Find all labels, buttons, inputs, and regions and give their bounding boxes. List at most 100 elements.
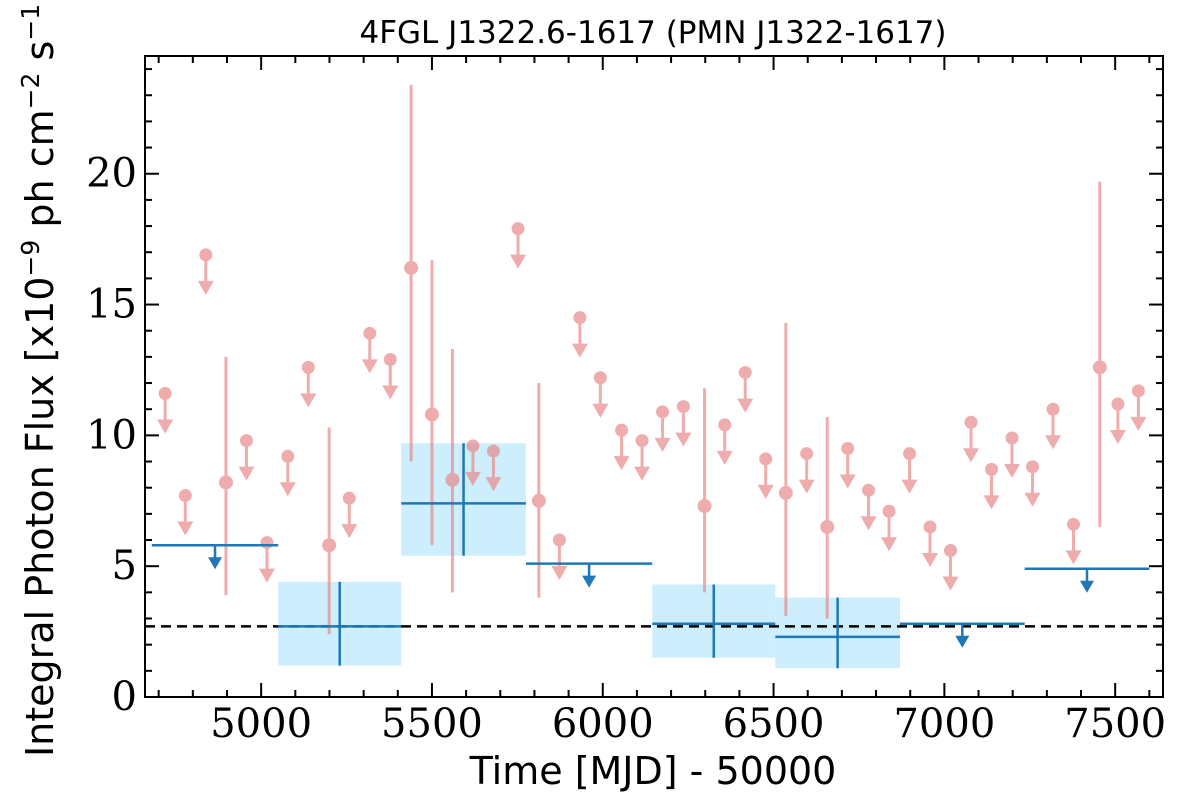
short-bin-upper-limit	[382, 352, 399, 400]
short-bin-upper-limit	[798, 447, 815, 494]
short-bin-upper-limit	[675, 400, 692, 447]
short-bin-upper-limit	[1004, 431, 1021, 478]
short-bin-ul-arrowhead	[860, 516, 877, 531]
y-tick-label: 20	[86, 151, 137, 197]
x-tick-label: 6000	[552, 701, 654, 747]
short-bin-upper-limit	[300, 360, 317, 408]
short-bin-ul-arrowhead	[279, 482, 296, 497]
short-bin-marker	[445, 472, 460, 487]
x-tick-label: 5500	[381, 701, 483, 747]
short-bin-ul-arrowhead	[571, 343, 588, 358]
short-bin-upper-limit	[1109, 397, 1126, 444]
short-bin-upper-limit	[1065, 517, 1082, 565]
short-bin-point	[697, 388, 712, 593]
short-bin-upper-limit	[571, 311, 588, 358]
short-bin-upper-limit	[1045, 402, 1062, 450]
short-bin-point	[778, 322, 793, 616]
short-bin-ul-arrowhead	[258, 568, 275, 583]
short-bin-ul-arrowhead	[922, 552, 939, 567]
short-bin-ul-arrowhead	[1109, 429, 1126, 444]
short-bin-ul-arrowhead	[551, 566, 568, 581]
short-bin-marker	[820, 519, 835, 534]
x-tick-label: 5000	[210, 701, 312, 747]
short-bin-ul-arrowhead	[798, 479, 815, 494]
short-bin-point	[424, 260, 439, 546]
short-bin-marker	[322, 538, 337, 553]
short-bin-ul-arrowhead	[1045, 435, 1062, 450]
chart-title: 4FGL J1322.6-1617 (PMN J1322-1617)	[359, 15, 946, 51]
short-bin-upper-limit	[485, 444, 502, 492]
long-bin-ul-arrowhead	[955, 635, 970, 648]
short-bin-ul-arrowhead	[592, 403, 609, 418]
y-tick-label: 0	[112, 674, 137, 720]
long-bin-ul-arrowhead	[582, 575, 597, 588]
long-bin-ul-arrowhead	[208, 557, 223, 570]
short-bin-upper-limit	[983, 462, 1000, 510]
short-bin-point	[1092, 181, 1107, 527]
short-bin-ul-arrowhead	[716, 450, 733, 465]
short-bin-ul-arrowhead	[341, 524, 358, 539]
short-bin-ul-arrowhead	[839, 474, 856, 489]
short-bin-ul-arrowhead	[1004, 463, 1021, 478]
short-bin-marker	[218, 475, 233, 490]
short-bin-marker	[424, 407, 439, 422]
short-bin-ul-arrowhead	[464, 471, 481, 486]
short-bin-upper-limit	[341, 491, 358, 539]
y-tick-label: 10	[86, 412, 137, 458]
plot-frame	[144, 55, 1164, 698]
x-tick-label: 7500	[1064, 701, 1166, 747]
axes: 5000 5500 6000 6500 7000 7500 0 5 10 15 20	[86, 55, 1166, 747]
x-tick-label: 7000	[893, 701, 995, 747]
short-bin-ul-arrowhead	[197, 280, 214, 295]
short-bin-upper-limit	[860, 483, 877, 531]
short-bin-ul-arrowhead	[963, 448, 980, 463]
short-bin-upper-limit	[737, 366, 754, 413]
short-bin-upper-limit	[634, 434, 651, 481]
short-bin-ul-arrowhead	[510, 254, 527, 269]
short-bin-ul-arrowhead	[1065, 550, 1082, 565]
x-tick-label: 6500	[723, 701, 825, 747]
short-bin-ul-arrowhead	[300, 393, 317, 408]
short-bin-upper-limit	[716, 418, 733, 465]
short-bin-ul-arrowhead	[737, 398, 754, 413]
short-bin-upper-limit	[922, 520, 939, 567]
short-bin-ul-arrowhead	[901, 479, 918, 494]
short-bin-ul-arrowhead	[613, 456, 630, 471]
short-bin-ul-arrowhead	[881, 537, 898, 552]
short-bin-marker	[778, 485, 793, 500]
short-bin-upper-limit	[757, 452, 774, 499]
y-axis-label: Integral Photon Flux [x10−9 ph cm−2 s−1]	[16, 0, 62, 757]
short-bin-point	[820, 417, 835, 619]
short-bin-upper-limit	[157, 387, 174, 434]
short-bin-upper-limit	[942, 543, 959, 591]
short-bin-upper-limit	[1130, 384, 1147, 431]
short-bin-point	[404, 84, 419, 462]
short-bin-upper-limit	[510, 222, 527, 269]
short-bin-ul-arrowhead	[177, 521, 194, 536]
short-bin-point	[322, 427, 337, 635]
short-bin-ul-arrowhead	[654, 437, 671, 452]
x-axis-label: Time [MJD] - 50000	[469, 749, 837, 793]
short-bin-marker	[531, 493, 546, 508]
y-tick-label: 15	[86, 282, 137, 328]
short-bin-upper-limit	[963, 415, 980, 463]
short-bin-ul-arrowhead	[1130, 416, 1147, 431]
short-bin-ul-arrowhead	[485, 477, 502, 492]
short-bin-upper-limit	[177, 489, 194, 536]
short-bin-ul-arrowhead	[361, 359, 378, 374]
short-bin-upper-limit	[238, 434, 255, 481]
short-bin-ul-arrowhead	[1024, 492, 1041, 507]
short-bin-upper-limit	[881, 504, 898, 552]
short-bin-upper-limit	[279, 449, 296, 497]
short-bin-upper-limit	[258, 536, 275, 583]
short-bin-upper-limit	[551, 533, 568, 581]
short-bin-upper-limit	[361, 326, 378, 374]
short-bin-upper-limit	[901, 447, 918, 494]
short-bin-point	[531, 383, 546, 598]
short-bin-point	[445, 349, 460, 593]
short-bin-upper-limit	[839, 441, 856, 489]
short-bin-ul-arrowhead	[157, 419, 174, 434]
y-tick-label: 5	[112, 543, 137, 589]
short-bin-ul-arrowhead	[634, 466, 651, 481]
